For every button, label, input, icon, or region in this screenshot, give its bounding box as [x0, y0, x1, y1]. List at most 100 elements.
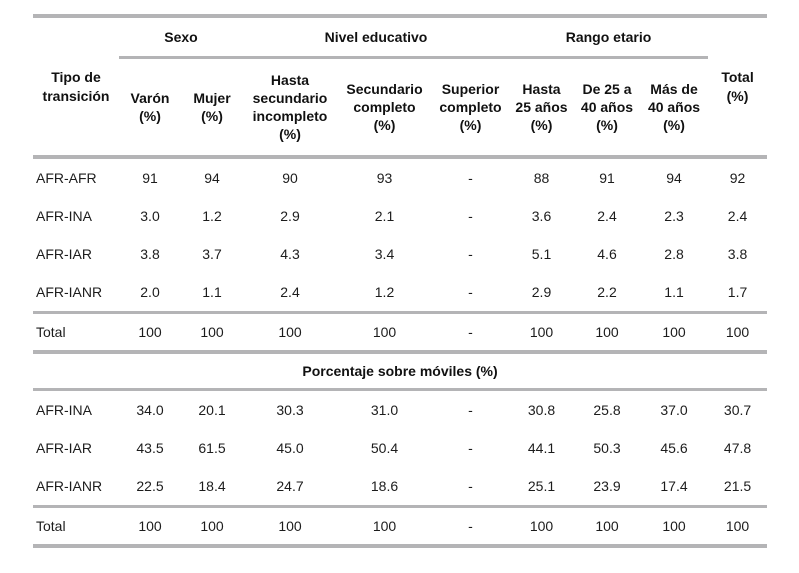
column-header-secundario-completo: Secundario completo (%) — [337, 57, 432, 159]
cell: 17.4 — [660, 477, 688, 494]
cell: 100 — [509, 311, 574, 354]
section-header-row: Porcentaje sobre móviles (%) — [33, 352, 768, 391]
group-header-sexo: Sexo — [119, 14, 243, 59]
cell: 88 — [533, 169, 550, 186]
column-header-hasta-25-anos: Hasta 25 años (%) — [509, 57, 574, 159]
cell: 100 — [243, 311, 337, 354]
cell: 4.6 — [597, 245, 617, 262]
cell: 100 — [243, 505, 337, 548]
cell: - — [468, 207, 473, 224]
cell: 20.1 — [198, 401, 226, 418]
cell: 2.2 — [597, 283, 617, 300]
cell: 30.7 — [723, 401, 752, 418]
row-label: AFR-IANR — [36, 283, 103, 300]
table-row-total-section1: Total 100 100 100 100 - 100 100 100 100 — [33, 311, 768, 354]
column-header-tipo-de-transicion: Tipo de transición — [33, 14, 119, 159]
cell: 1.7 — [727, 283, 748, 300]
cell: 61.5 — [198, 439, 226, 456]
cell: 2.8 — [664, 245, 684, 262]
cell: 94 — [204, 169, 220, 186]
table-row-total-section2: Total 100 100 100 100 - 100 100 100 100 — [33, 505, 768, 548]
row-label: AFR-IANR — [36, 477, 103, 494]
column-header-de-25-a-40-anos: De 25 a 40 años (%) — [574, 57, 640, 159]
cell: 100 — [509, 505, 574, 548]
table-header: Tipo de transición Sexo Nivel educativo … — [33, 14, 768, 159]
cell: 100 — [119, 505, 181, 548]
cell: 100 — [640, 505, 709, 548]
cell: 18.4 — [198, 477, 226, 494]
cell: 100 — [119, 311, 181, 354]
column-header-mujer: Mujer (%) — [181, 57, 243, 159]
cell: - — [468, 283, 473, 300]
cell: 93 — [376, 169, 393, 186]
cell: - — [468, 169, 473, 186]
cell: 2.4 — [727, 207, 748, 224]
column-header-total: Total (%) — [708, 14, 768, 159]
column-header-varon: Varón (%) — [119, 57, 181, 159]
cell: 30.3 — [276, 401, 304, 418]
row-label: AFR-IAR — [36, 245, 92, 262]
column-header-superior-completo: Superior completo (%) — [432, 57, 509, 159]
cell: 2.9 — [280, 207, 300, 224]
table-row-afr-iar: AFR-IAR 3.8 3.7 4.3 3.4 - 5.1 4.6 2.8 3.… — [33, 235, 767, 273]
cell: - — [468, 477, 473, 494]
cell: 100 — [574, 505, 640, 548]
cell: 45.0 — [276, 439, 304, 456]
cell: 100 — [181, 505, 243, 548]
cell: 45.6 — [660, 439, 688, 456]
cell: 1.1 — [664, 283, 684, 300]
row-label: AFR-INA — [36, 401, 92, 418]
cell: 25.1 — [527, 477, 556, 494]
table-row-afr-ina-moviles: AFR-INA 34.0 20.1 30.3 31.0 - 30.8 25.8 … — [33, 390, 767, 430]
cell: 3.8 — [140, 245, 160, 262]
cell: 2.9 — [531, 283, 552, 300]
cell: 37.0 — [660, 401, 688, 418]
cell: - — [432, 311, 509, 354]
cell: 4.3 — [280, 245, 300, 262]
cell: 100 — [574, 311, 640, 354]
table-row-afr-ianr-moviles: AFR-IANR 22.5 18.4 24.7 18.6 - 25.1 23.9… — [33, 467, 767, 507]
cell: 1.1 — [202, 283, 222, 300]
cell: 3.8 — [727, 245, 748, 262]
cell: 2.3 — [664, 207, 684, 224]
cell: 31.0 — [370, 401, 399, 418]
cell: 50.3 — [593, 439, 621, 456]
group-header-rango-etario: Rango etario — [509, 14, 709, 59]
cell: 3.0 — [140, 207, 160, 224]
cell: 2.0 — [140, 283, 160, 300]
cell: 3.7 — [202, 245, 222, 262]
group-header-nivel-educativo: Nivel educativo — [243, 14, 509, 59]
section-header-porcentaje-moviles: Porcentaje sobre móviles (%) — [33, 352, 768, 391]
row-label: Total — [33, 505, 119, 548]
table-body: AFR-AFR 91 94 90 93 - 88 91 94 92 AFR-IN… — [33, 157, 768, 548]
cell: 30.8 — [527, 401, 556, 418]
cell: 2.4 — [597, 207, 617, 224]
cell: 92 — [729, 169, 746, 186]
cell: 22.5 — [136, 477, 164, 494]
row-label: AFR-INA — [36, 207, 92, 224]
column-header-hasta-secundario-incompleto: Hasta secundario incompleto (%) — [243, 57, 337, 159]
table-row-afr-ianr: AFR-IANR 2.0 1.1 2.4 1.2 - 2.9 2.2 1.1 1… — [33, 273, 767, 313]
transition-statistics-table: Tipo de transición Sexo Nivel educativo … — [33, 14, 768, 548]
table-row-afr-ina: AFR-INA 3.0 1.2 2.9 2.1 - 3.6 2.4 2.3 2.… — [33, 197, 767, 235]
cell: 25.8 — [593, 401, 621, 418]
cell: 100 — [337, 311, 432, 354]
cell: 2.4 — [280, 283, 300, 300]
cell: 100 — [337, 505, 432, 548]
cell: 34.0 — [136, 401, 164, 418]
cell: 3.6 — [531, 207, 552, 224]
cell: - — [468, 439, 473, 456]
cell: 2.1 — [374, 207, 395, 224]
cell: - — [432, 505, 509, 548]
cell: 94 — [666, 169, 682, 186]
cell: 21.5 — [723, 477, 752, 494]
cell: 100 — [708, 505, 768, 548]
cell: 91 — [599, 169, 615, 186]
cell: 91 — [142, 169, 158, 186]
row-label: Total — [33, 311, 119, 354]
row-label: AFR-AFR — [36, 169, 97, 186]
cell: - — [468, 401, 473, 418]
column-header-row: Varón (%) Mujer (%) Hasta secundario inc… — [33, 57, 767, 159]
cell: 47.8 — [723, 439, 752, 456]
